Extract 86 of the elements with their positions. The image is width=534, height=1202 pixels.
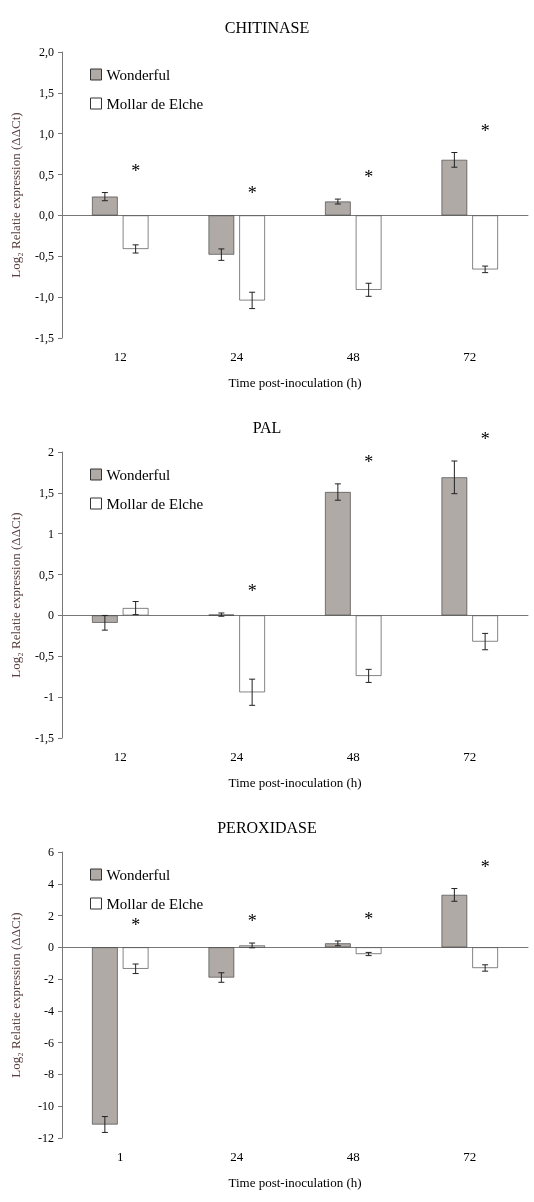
annotation: *	[131, 160, 141, 181]
chart-title: PAL	[252, 418, 282, 436]
x-tick-label: 24	[230, 749, 244, 764]
y-tick-label: 4	[48, 876, 54, 891]
x-tick-label: 72	[463, 749, 477, 764]
annotation: *	[247, 911, 257, 932]
y-tick-label: -10	[38, 1099, 54, 1114]
x-tick-label: 12	[113, 349, 127, 364]
y-tick-label: 1,0	[39, 126, 54, 141]
bar	[239, 215, 265, 301]
y-tick-label: -12	[38, 1131, 54, 1145]
bar	[441, 159, 468, 216]
x-tick-label: 24	[230, 349, 244, 364]
bar	[325, 201, 351, 216]
x-tick-label: 48	[346, 749, 360, 764]
annotation: *	[131, 915, 141, 936]
y-tick-label: -1,5	[35, 331, 54, 345]
y-tick-label: -2	[44, 972, 54, 987]
bar	[122, 947, 149, 969]
y-tick-label: 1,5	[39, 485, 54, 500]
y-tick-label: -4	[44, 1003, 54, 1018]
chart-title: CHITINASE	[224, 18, 310, 36]
y-tick-label: 6	[48, 845, 54, 859]
y-tick-label: 1,5	[39, 85, 54, 100]
y-axis-title: Log₂ Relatie expression (ΔΔCt)	[8, 112, 23, 278]
annotation: *	[247, 580, 257, 601]
y-tick-label: 2	[48, 445, 54, 459]
bar	[355, 215, 382, 290]
bar	[325, 943, 351, 948]
y-tick-label: 2	[48, 908, 54, 923]
bar	[355, 947, 382, 955]
bar	[441, 894, 468, 948]
y-tick-label: -6	[44, 1035, 54, 1050]
bar	[208, 215, 235, 255]
x-tick-label: 72	[463, 349, 477, 364]
x-tick-label: 72	[463, 1149, 477, 1164]
bar	[208, 947, 235, 978]
y-tick-label: 0	[48, 940, 54, 955]
x-axis-title: Time post-inoculation (h)	[228, 1175, 362, 1190]
bar	[472, 947, 498, 968]
bar	[92, 947, 118, 1125]
x-tick-label: 24	[230, 1149, 244, 1164]
y-tick-label: -0,5	[35, 249, 54, 264]
y-axis-title: Log₂ Relatie expression (ΔΔCt)	[8, 912, 23, 1078]
y-tick-label: 0,0	[39, 208, 54, 223]
annotation: *	[364, 167, 374, 188]
y-tick-label: -1,5	[35, 731, 54, 745]
bar	[92, 196, 118, 216]
legend-label: Wonderful	[106, 66, 171, 83]
y-tick-label: 0,5	[39, 567, 54, 582]
annotation: *	[480, 120, 490, 141]
y-tick-label: -0,5	[35, 649, 54, 664]
y-tick-label: 2,0	[39, 45, 54, 59]
x-axis-title: Time post-inoculation (h)	[228, 375, 362, 390]
y-axis-title: Log₂ Relatie expression (ΔΔCt)	[8, 512, 23, 678]
bar	[122, 608, 149, 616]
annotation: *	[247, 183, 257, 204]
x-axis-title: Time post-inoculation (h)	[228, 775, 362, 790]
bar	[92, 615, 118, 623]
bar	[325, 492, 351, 616]
x-tick-label: 1	[117, 1149, 124, 1164]
legend-label: Wonderful	[106, 466, 171, 483]
x-tick-label: 12	[113, 749, 127, 764]
bar	[472, 215, 498, 270]
annotation: *	[364, 451, 374, 472]
y-tick-label: 0,5	[39, 167, 54, 182]
y-tick-label: 1	[48, 526, 54, 541]
y-tick-label: 0	[48, 608, 54, 623]
x-tick-label: 48	[346, 1149, 360, 1164]
legend-label: Mollar de Elche	[106, 95, 204, 112]
legend-label: Mollar de Elche	[106, 895, 204, 912]
chart-title: PEROXIDASE	[217, 818, 317, 836]
text: *	[480, 428, 490, 449]
bar	[122, 215, 149, 249]
legend-label: Wonderful	[106, 866, 171, 883]
legend-label: Mollar de Elche	[106, 495, 204, 512]
annotation: *	[480, 856, 490, 877]
y-tick-label: -8	[44, 1067, 54, 1082]
x-tick-label: 48	[346, 349, 360, 364]
bar	[355, 615, 382, 676]
bar	[441, 477, 468, 616]
y-tick-label: -1,0	[35, 290, 54, 305]
bar	[239, 615, 265, 693]
y-tick-label: -1	[44, 690, 54, 705]
annotation: *	[364, 908, 374, 929]
bar	[472, 615, 498, 642]
